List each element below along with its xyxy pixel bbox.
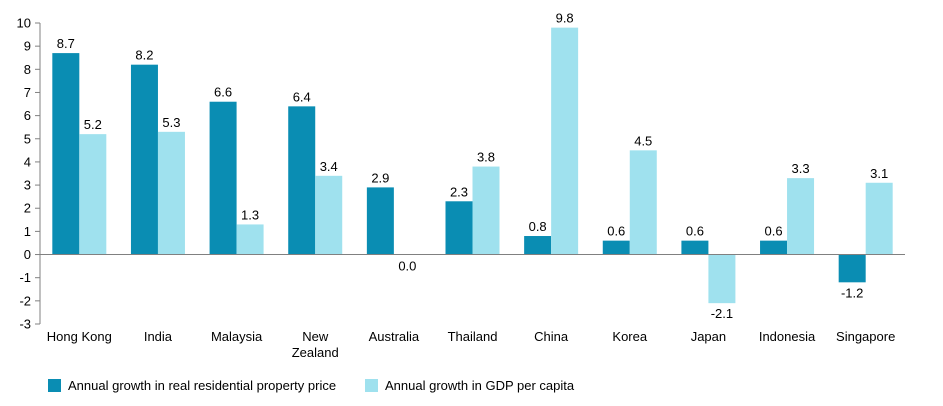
- x-axis: Hong Kong India Malaysia New Zealand Australi…: [40, 254, 905, 360]
- y-tick-label: 4: [24, 154, 31, 169]
- data-label-s1-5: 2.3: [450, 184, 468, 199]
- bar-s2-9: [787, 178, 815, 255]
- y-tick-label: -1: [19, 270, 31, 285]
- bar-s1-7: [602, 240, 630, 255]
- y-tick-label: 5: [24, 131, 31, 146]
- bar-s2-0: [79, 134, 107, 255]
- bar-s2-8: [708, 254, 736, 304]
- data-label-s2-8: -2.1: [711, 306, 733, 321]
- y-tick-label: 10: [17, 16, 31, 31]
- x-tick-label: Singapore: [836, 329, 895, 344]
- y-tick-label: 8: [24, 62, 31, 77]
- bar-s1-10: [838, 254, 866, 283]
- data-label-s2-5: 3.8: [477, 150, 495, 165]
- bar-s1-9: [760, 240, 788, 255]
- bar-s2-5: [472, 166, 500, 255]
- bar-s2-1: [157, 131, 185, 255]
- data-label-s2-0: 5.2: [84, 117, 102, 132]
- y-tick-label: 3: [24, 178, 31, 193]
- bar-s1-0: [52, 53, 80, 255]
- x-tick-label: India: [144, 329, 173, 344]
- data-label-s1-4: 2.9: [371, 170, 389, 185]
- bar-s1-3: [288, 106, 316, 255]
- x-tick-label: Japan: [691, 329, 726, 344]
- data-label-s2-7: 4.5: [634, 133, 652, 148]
- data-label-s2-6: 9.8: [556, 11, 574, 26]
- bar-s1-4: [366, 187, 394, 255]
- data-label-s1-6: 0.8: [529, 219, 547, 234]
- y-tick-label: 0: [24, 247, 31, 262]
- data-label-s2-1: 5.3: [162, 115, 180, 130]
- bar-s2-6: [551, 27, 579, 255]
- data-label-s1-10: -1.2: [841, 285, 863, 300]
- bar-s2-2: [236, 224, 264, 255]
- legend-label-s2: Annual growth in GDP per capita: [385, 378, 575, 393]
- y-tick-label: 1: [24, 224, 31, 239]
- x-tick-label: Thailand: [448, 329, 498, 344]
- data-label-s1-1: 8.2: [135, 48, 153, 63]
- data-label-s1-0: 8.7: [57, 36, 75, 51]
- y-tick-label: 9: [24, 39, 31, 54]
- y-tick-label: 6: [24, 108, 31, 123]
- x-tick-label: Hong Kong: [47, 329, 112, 344]
- y-tick-label: -2: [19, 293, 31, 308]
- data-label-s1-8: 0.6: [686, 224, 704, 239]
- data-label-s2-9: 3.3: [792, 161, 810, 176]
- bars: [52, 27, 893, 304]
- x-tick-label: Korea: [612, 329, 647, 344]
- y-tick-label: 2: [24, 201, 31, 216]
- bar-s1-8: [681, 240, 709, 255]
- y-tick-label: 7: [24, 85, 31, 100]
- y-axis: -3 -2 -1 0 1 2 3 4 5 6 7 8 9 10: [17, 16, 41, 332]
- bar-s2-10: [865, 182, 893, 255]
- x-tick-label: Australia: [369, 329, 420, 344]
- bar-s1-1: [130, 64, 158, 255]
- y-tick-label: -3: [19, 317, 31, 332]
- bar-s1-2: [209, 101, 237, 255]
- data-label-s2-2: 1.3: [241, 207, 259, 222]
- bar-s2-3: [315, 175, 343, 255]
- data-label-s2-10: 3.1: [870, 166, 888, 181]
- data-label-s1-3: 6.4: [293, 89, 311, 104]
- legend-swatch-s1: [48, 379, 61, 392]
- data-label-s1-2: 6.6: [214, 85, 232, 100]
- data-label-s1-7: 0.6: [607, 224, 625, 239]
- data-label-s1-9: 0.6: [765, 224, 783, 239]
- data-labels: 8.7 5.2 8.2 5.3 6.6 1.3 6.4 3.4 2.9 0.0 2.3 3.8 0.8 9…: [57, 11, 888, 322]
- x-tick-label: Malaysia: [211, 329, 263, 344]
- x-tick-label: Indonesia: [759, 329, 816, 344]
- bar-s1-5: [445, 201, 473, 255]
- bar-s2-7: [629, 150, 657, 255]
- bar-s1-6: [524, 236, 552, 255]
- x-tick-label: New Zealand: [292, 329, 339, 360]
- data-label-s2-4: 0.0: [398, 259, 416, 274]
- x-tick-label: China: [534, 329, 569, 344]
- legend: Annual growth in real residential proper…: [48, 378, 575, 393]
- legend-swatch-s2: [365, 379, 378, 392]
- legend-label-s1: Annual growth in real residential proper…: [68, 378, 336, 393]
- data-label-s2-3: 3.4: [320, 159, 338, 174]
